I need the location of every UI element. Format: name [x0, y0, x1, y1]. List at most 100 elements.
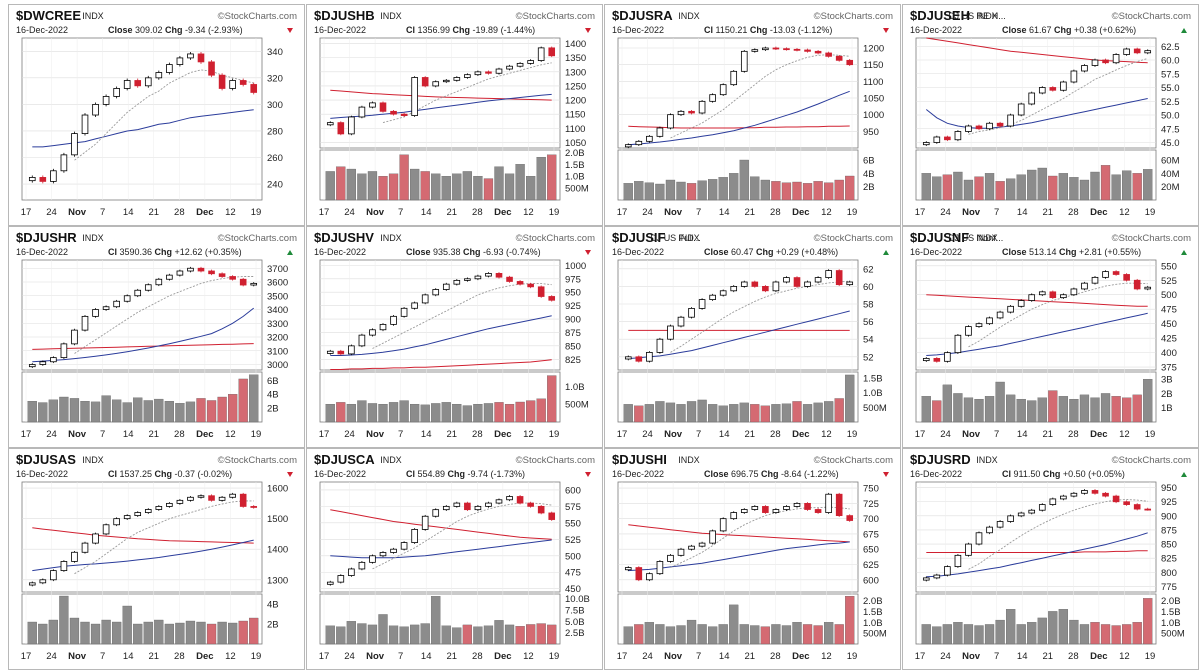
volume-bar [665, 402, 676, 423]
candle-body [50, 170, 57, 182]
candle-body [1102, 492, 1109, 497]
x-tick-label: 28 [472, 207, 483, 218]
y-tick-label: 700 [863, 514, 879, 525]
candle-body [176, 499, 184, 504]
chart-symbol: $DJUSRD [910, 452, 971, 467]
price-value: 554.89 [415, 469, 448, 479]
volume-bar [420, 404, 430, 423]
x-tick-label: 14 [1017, 651, 1028, 662]
candle-body [624, 356, 632, 360]
x-tick-label: 12 [1119, 207, 1130, 218]
candle-body [453, 279, 461, 285]
candle-body [453, 77, 461, 81]
candle-body [485, 71, 492, 74]
ma-long-line [628, 524, 850, 543]
volume-bar [154, 619, 164, 645]
y-tick-label: 1200 [565, 96, 586, 107]
x-tick-label: 7 [100, 207, 105, 218]
volume-bar [325, 171, 335, 201]
price-label: Cl [108, 247, 117, 257]
y-tick-label: 475 [565, 568, 581, 579]
candle-body [698, 100, 706, 114]
volume-bar [483, 403, 494, 423]
candle-body [846, 515, 854, 521]
volume-bar [1079, 394, 1090, 423]
price-plot-area [21, 259, 263, 371]
y-tick-label: 300 [267, 100, 283, 111]
x-tick-label: 28 [770, 207, 781, 218]
candle-body [495, 68, 503, 74]
volume-bar [1100, 624, 1111, 645]
x-tick-label: 12 [523, 651, 534, 662]
candle-body [975, 323, 983, 327]
volume-bar [813, 181, 823, 201]
candle-body [635, 140, 643, 146]
volume-bar [1058, 396, 1068, 423]
candle-body [719, 84, 727, 96]
y-tick-label: 900 [1161, 511, 1177, 522]
ma-long-line [330, 359, 552, 370]
chart-panel: $DJUSRD INDX ©StockCharts.com 16-Dec-2022 Cl… [902, 448, 1199, 670]
candle-body [527, 283, 534, 288]
volume-bar [792, 181, 802, 201]
candle-body [646, 573, 653, 581]
chart-name: DJ US Full... [650, 233, 701, 243]
volume-bar [452, 403, 462, 423]
candle-body [239, 80, 247, 85]
candle-body [421, 294, 429, 304]
x-tick-label: 17 [21, 207, 32, 218]
candle-body [71, 551, 78, 562]
candle-body [187, 496, 194, 501]
chart-date: 16-Dec-2022 [910, 25, 962, 35]
price-plot-area [617, 259, 859, 371]
x-tick-label: 28 [770, 651, 781, 662]
x-tick-label: 19 [847, 651, 858, 662]
x-tick-label: 28 [472, 651, 483, 662]
candle-body [92, 309, 99, 317]
volume-bar [357, 623, 367, 645]
price-label: Close [406, 247, 431, 257]
volume-bar [942, 624, 952, 645]
ma-mid-line [330, 93, 552, 119]
vol-tick-label: 1B [1161, 403, 1173, 414]
volume-bar [217, 396, 227, 423]
candle-body [144, 77, 152, 87]
volume-bar [995, 619, 1005, 645]
y-tick-label: 55.0 [1161, 83, 1180, 94]
y-tick-label: 850 [1161, 540, 1177, 551]
volume-bar [1111, 174, 1121, 201]
price-readout: Close 61.67 Chg +0.38 (+0.62%) [1002, 25, 1136, 35]
candle-body [1060, 81, 1067, 91]
candle-body [804, 502, 811, 510]
chart-date: 16-Dec-2022 [314, 25, 366, 35]
volume-bar [441, 402, 451, 423]
y-tick-label: 240 [267, 180, 283, 191]
price-plot-area [319, 259, 561, 371]
chg-value: -9.74 (-1.73%) [465, 469, 525, 479]
candle-body [1049, 87, 1057, 91]
chg-value: +0.50 (+0.05%) [1060, 469, 1125, 479]
volume-bar [1132, 173, 1142, 201]
x-tick-label: Dec [1090, 429, 1107, 440]
volume-bar [760, 405, 770, 423]
candle-body [996, 122, 1004, 127]
chg-label: Chg [1059, 247, 1077, 257]
chg-value: -0.37 (-0.02%) [172, 469, 232, 479]
vol-tick-label: 1.0B [1161, 618, 1181, 629]
volume-bar [346, 168, 356, 201]
watermark: ©StockCharts.com [218, 11, 297, 22]
candle-body [81, 315, 89, 331]
candle-body [92, 533, 99, 544]
volume-bar [655, 624, 665, 645]
volume-bar [175, 622, 185, 645]
volume-bar [1122, 397, 1132, 423]
x-tick-label: 19 [847, 207, 858, 218]
candle-body [348, 568, 355, 576]
candle-body [825, 52, 832, 57]
volume-bar [942, 174, 952, 201]
vol-tick-label: 2.0B [1161, 596, 1181, 607]
candle-body [677, 548, 685, 556]
candle-body [1017, 103, 1025, 116]
volume-bar [249, 617, 259, 645]
candle-body [762, 286, 769, 292]
